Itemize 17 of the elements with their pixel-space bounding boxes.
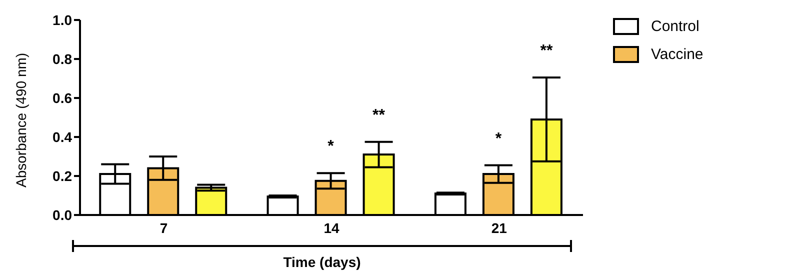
- y-tick-label: 1.0: [52, 12, 72, 28]
- x-tick-label: 14: [324, 220, 340, 236]
- legend-label: Control: [651, 18, 700, 34]
- y-tick-label: 0.2: [52, 168, 72, 184]
- x-tick-label: 21: [491, 220, 508, 236]
- x-axis-title: Time (days): [282, 254, 362, 270]
- x-tick-label: 7: [160, 220, 168, 236]
- y-tick-label: 0.0: [52, 206, 72, 223]
- annotation: *: [495, 130, 502, 148]
- annotation: *: [328, 138, 335, 156]
- legend-label: Vaccine: [651, 46, 704, 62]
- annotation: **: [540, 42, 554, 60]
- y-tick-label: 0.4: [52, 128, 72, 145]
- annotation: **: [372, 106, 386, 124]
- y-tick-label: 0.6: [52, 90, 72, 106]
- y-tick-label: 0.8: [52, 50, 72, 67]
- y-axis-title: Absorbance (490 nm): [12, 52, 29, 188]
